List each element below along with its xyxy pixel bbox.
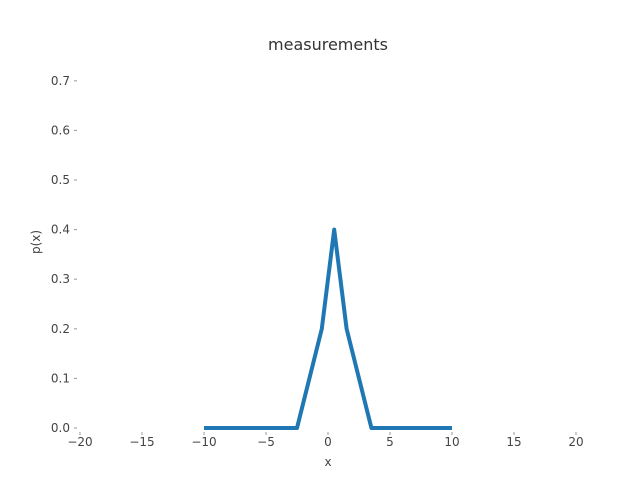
x-tick-label: 0 (324, 435, 332, 449)
x-tick-label: 15 (506, 435, 521, 449)
series-line-0 (204, 227, 452, 430)
y-tick-label: 0.2 (51, 322, 70, 336)
x-tick-label: −10 (191, 435, 216, 449)
y-axis-label: p(x) (29, 230, 43, 254)
x-tick-label: 5 (386, 435, 394, 449)
y-tick-label: 0.4 (51, 223, 70, 237)
y-tick-label: 0.7 (51, 74, 70, 88)
y-tick-label: 0.0 (51, 421, 70, 435)
x-tick-label: 20 (568, 435, 583, 449)
y-axis: 0.0 0.1 0.2 0.3 0.4 0.5 0.6 0.7 (51, 74, 77, 435)
y-tick-label: 0.1 (51, 371, 70, 385)
x-tick-label: 10 (444, 435, 459, 449)
y-tick-label: 0.3 (51, 272, 70, 286)
y-tick-label: 0.5 (51, 173, 70, 187)
y-tick-label: 0.6 (51, 123, 70, 137)
x-axis: −20 −15 −10 −5 0 5 10 15 20 (67, 432, 584, 449)
x-tick-label: −15 (129, 435, 154, 449)
chart-title: measurements (268, 35, 388, 54)
x-tick-label: −5 (257, 435, 275, 449)
plot-area (204, 227, 452, 430)
x-axis-label: x (324, 455, 331, 469)
x-tick-label: −20 (67, 435, 92, 449)
